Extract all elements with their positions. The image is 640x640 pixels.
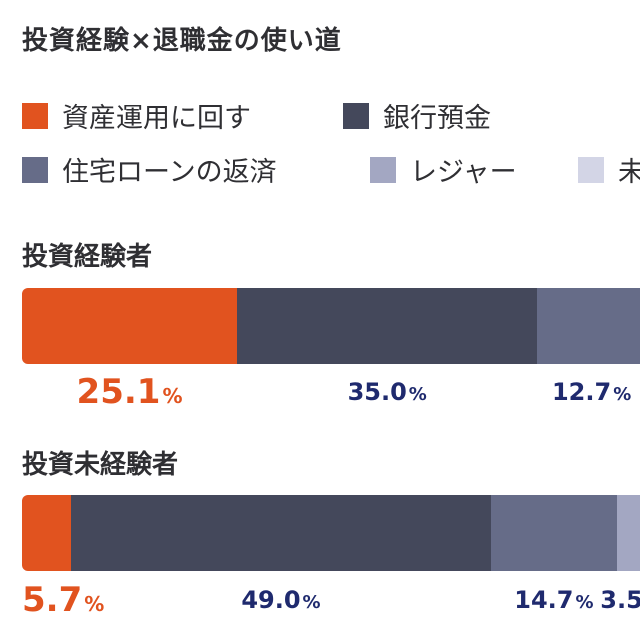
value-label: 5.7% — [22, 580, 104, 620]
seg-asset-management — [22, 288, 238, 364]
chart-title: 投資経験×退職金の使い道 — [22, 26, 342, 56]
value-unit: % — [302, 592, 321, 613]
legend-item-bank-deposit: 銀行預金 — [343, 96, 491, 135]
value-unit: % — [162, 384, 183, 408]
bar-experienced — [22, 288, 640, 364]
value-number: 25.1 — [76, 372, 161, 412]
seg-mortgage — [490, 495, 617, 571]
seg-bank-deposit — [237, 288, 538, 364]
seg-leisure — [616, 495, 640, 571]
value-unit: % — [84, 592, 105, 616]
value-label: 35.0% — [348, 378, 427, 406]
value-label: 12.7% — [552, 378, 631, 406]
legend-label: 資産運用に回す — [62, 103, 251, 134]
value-label: 25.1% — [77, 372, 183, 412]
legend-swatch — [370, 156, 396, 183]
legend-label: レジャー — [410, 157, 517, 188]
legend-swatch — [22, 156, 48, 183]
value-unit: % — [575, 592, 594, 613]
seg-asset-management — [22, 495, 71, 571]
value-label: 49.0% — [241, 586, 320, 614]
value-number: 49.0 — [241, 586, 301, 614]
bar-inexperienced — [22, 495, 640, 571]
value-label: 14.7% — [514, 586, 593, 614]
legend-label: 住宅ローンの返済 — [62, 157, 277, 188]
value-number: 3.5 — [600, 586, 640, 614]
seg-mortgage — [537, 288, 640, 364]
legend-label: 未 — [618, 157, 640, 188]
legend-item-undecided: 未 — [578, 150, 640, 189]
value-label: 3.5% — [600, 586, 640, 614]
legend-swatch — [578, 156, 604, 183]
value-number: 35.0 — [347, 378, 407, 406]
legend-item-mortgage: 住宅ローンの返済 — [22, 150, 277, 189]
legend-item-asset-management: 資産運用に回す — [22, 96, 251, 135]
legend-item-leisure: レジャー — [370, 150, 517, 189]
seg-bank-deposit — [70, 495, 491, 571]
value-number: 5.7 — [22, 580, 83, 620]
group-title-experienced: 投資経験者 — [22, 242, 153, 272]
legend-swatch — [22, 102, 48, 129]
value-unit: % — [613, 384, 632, 405]
value-unit: % — [408, 384, 427, 405]
legend-label: 銀行預金 — [383, 103, 491, 134]
value-number: 14.7 — [514, 586, 574, 614]
value-number: 12.7 — [551, 378, 612, 406]
legend-swatch — [343, 102, 369, 129]
group-title-inexperienced: 投資未経験者 — [22, 450, 179, 480]
